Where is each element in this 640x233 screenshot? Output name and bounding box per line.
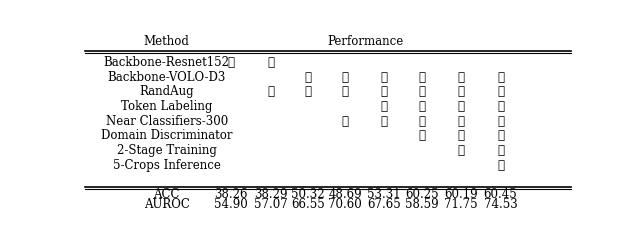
Text: ✓: ✓ [419,85,426,98]
Text: ✓: ✓ [381,85,388,98]
Text: Token Labeling: Token Labeling [121,100,212,113]
Text: RandAug: RandAug [140,85,194,98]
Text: ✓: ✓ [497,130,504,142]
Text: 54.90: 54.90 [214,198,248,211]
Text: ✓: ✓ [497,159,504,172]
Text: ✓: ✓ [268,56,275,69]
Text: Backbone-Resnet152: Backbone-Resnet152 [104,56,230,69]
Text: 58.59: 58.59 [405,198,439,211]
Text: ✓: ✓ [497,100,504,113]
Text: ✓: ✓ [381,115,388,128]
Text: ✓: ✓ [458,115,465,128]
Text: ✓: ✓ [419,71,426,84]
Text: ✓: ✓ [342,71,349,84]
Text: 2-Stage Training: 2-Stage Training [117,144,217,157]
Text: Near Classifiers-300: Near Classifiers-300 [106,115,228,128]
Text: ✓: ✓ [497,85,504,98]
Text: ✓: ✓ [305,85,312,98]
Text: 60.25: 60.25 [405,188,439,201]
Text: 71.75: 71.75 [444,198,477,211]
Text: AUROC: AUROC [144,198,189,211]
Text: ✓: ✓ [268,85,275,98]
Text: Method: Method [144,35,189,48]
Text: 60.19: 60.19 [444,188,477,201]
Text: Backbone-VOLO-D3: Backbone-VOLO-D3 [108,71,226,84]
Text: 48.69: 48.69 [328,188,362,201]
Text: 50.32: 50.32 [291,188,325,201]
Text: Performance: Performance [328,35,404,48]
Text: ✓: ✓ [497,144,504,157]
Text: ✓: ✓ [419,130,426,142]
Text: ✓: ✓ [228,56,235,69]
Text: 60.45: 60.45 [484,188,518,201]
Text: 67.65: 67.65 [367,198,401,211]
Text: ✓: ✓ [458,130,465,142]
Text: ✓: ✓ [497,71,504,84]
Text: 5-Crops Inference: 5-Crops Inference [113,159,221,172]
Text: ✓: ✓ [305,71,312,84]
Text: ✓: ✓ [342,85,349,98]
Text: Domain Discriminator: Domain Discriminator [101,130,232,142]
Text: 74.53: 74.53 [484,198,518,211]
Text: ✓: ✓ [381,71,388,84]
Text: 53.31: 53.31 [367,188,401,201]
Text: ✓: ✓ [497,115,504,128]
Text: ✓: ✓ [458,71,465,84]
Text: 38.26: 38.26 [214,188,248,201]
Text: 70.60: 70.60 [328,198,362,211]
Text: 38.29: 38.29 [254,188,288,201]
Text: ✓: ✓ [419,100,426,113]
Text: ✓: ✓ [458,100,465,113]
Text: ✓: ✓ [419,115,426,128]
Text: ✓: ✓ [381,100,388,113]
Text: 57.07: 57.07 [254,198,288,211]
Text: ✓: ✓ [342,115,349,128]
Text: ✓: ✓ [458,144,465,157]
Text: 66.55: 66.55 [291,198,325,211]
Text: ACC: ACC [154,188,180,201]
Text: ✓: ✓ [458,85,465,98]
